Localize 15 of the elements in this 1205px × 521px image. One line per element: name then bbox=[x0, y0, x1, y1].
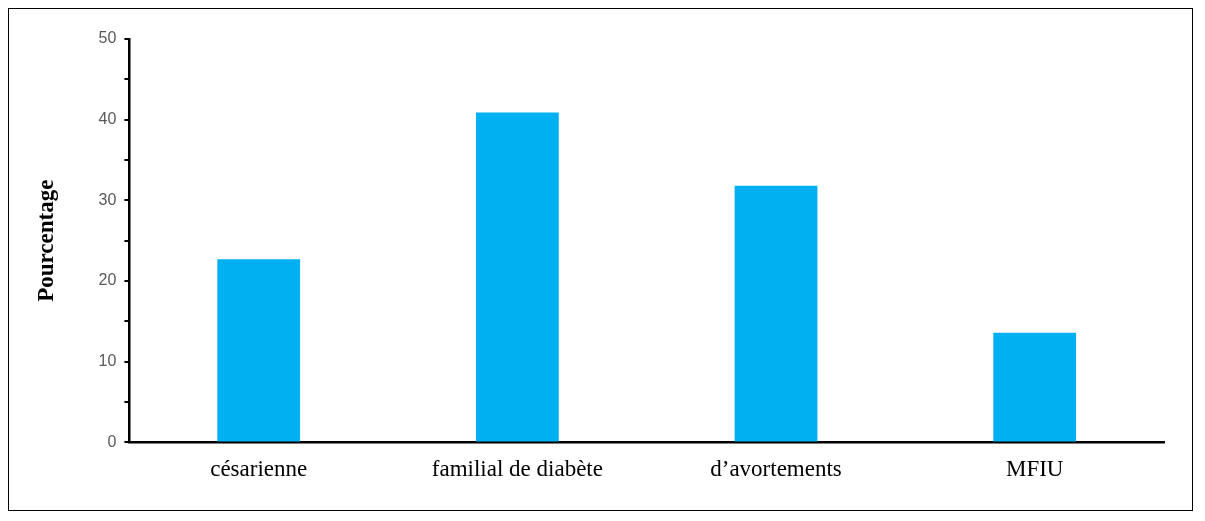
x-tick-label: césarienne bbox=[210, 456, 308, 482]
bar bbox=[993, 332, 1077, 442]
y-axis-title: Pourcentage bbox=[32, 179, 58, 302]
bar bbox=[734, 185, 818, 442]
y-tick-label: 50 bbox=[98, 29, 117, 47]
x-tick-label: MFIU bbox=[1005, 456, 1064, 482]
y-tick-label: 20 bbox=[98, 271, 117, 289]
y-tick-label: 40 bbox=[98, 110, 117, 128]
y-tick-label: 0 bbox=[107, 432, 117, 450]
bar bbox=[217, 259, 301, 442]
y-tick-label: 10 bbox=[98, 352, 117, 370]
x-tick-label: d’avortements bbox=[710, 456, 842, 482]
x-tick-label: familial de diabète bbox=[431, 456, 603, 482]
bar bbox=[475, 112, 559, 442]
y-tick-label: 30 bbox=[98, 190, 117, 208]
